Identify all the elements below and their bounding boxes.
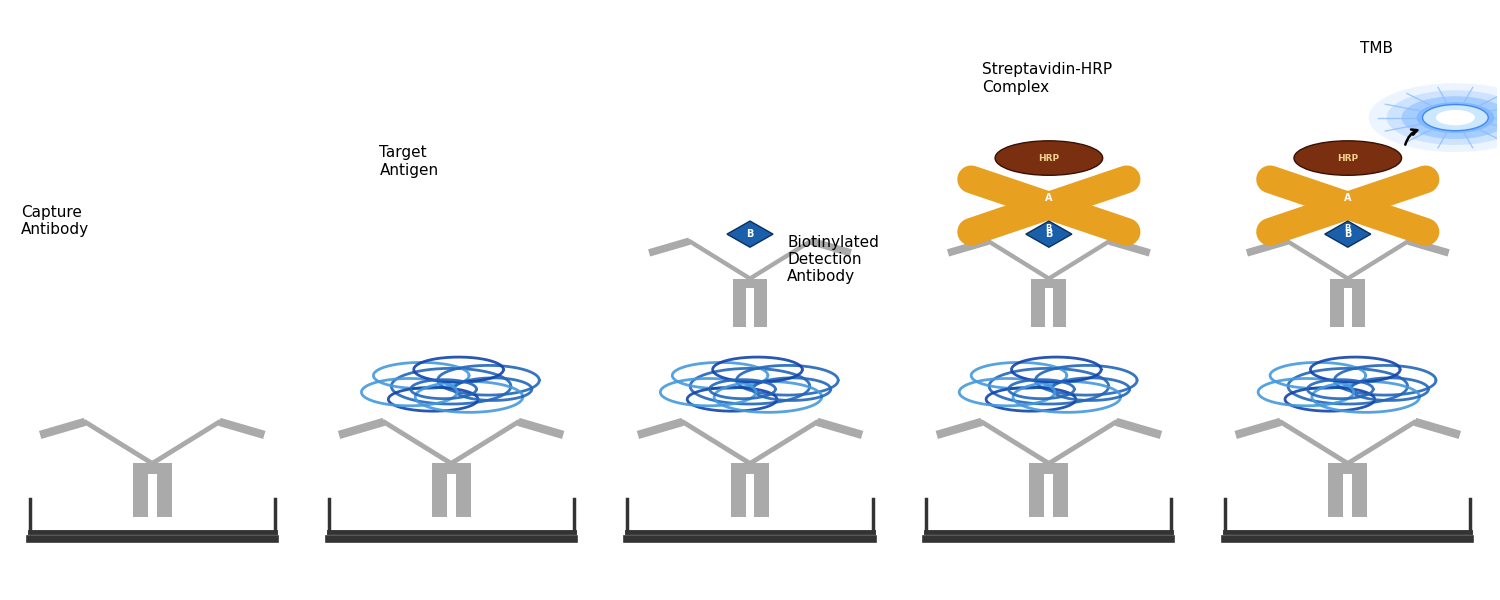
Text: B: B [1344,224,1352,233]
Polygon shape [1026,221,1072,247]
Text: Biotinylated
Detection
Antibody: Biotinylated Detection Antibody [788,235,879,284]
Circle shape [1386,90,1500,145]
Bar [456,472,471,517]
Bar [1330,278,1365,288]
Bar [732,278,768,288]
Circle shape [1368,83,1500,152]
Bar [754,287,768,327]
Text: TMB: TMB [1359,41,1392,56]
Text: B: B [747,229,753,239]
Bar [156,472,171,517]
Bar [730,472,746,517]
Bar [1053,472,1068,517]
Ellipse shape [1294,141,1401,175]
Circle shape [1436,110,1474,125]
Text: Target
Antigen: Target Antigen [380,145,438,178]
Text: B: B [1046,224,1052,233]
Polygon shape [728,221,772,247]
Bar [732,287,746,327]
Circle shape [1422,104,1488,131]
Circle shape [1416,102,1494,133]
Bar [134,463,171,474]
Bar [754,472,770,517]
Bar [1353,472,1366,517]
Bar [432,472,447,517]
Ellipse shape [994,141,1102,175]
Text: B: B [1046,229,1053,239]
Text: HRP: HRP [1336,154,1359,163]
Bar [730,463,770,474]
Bar [1330,287,1344,327]
Text: Streptavidin-HRP
Complex: Streptavidin-HRP Complex [981,62,1112,95]
Text: A: A [1344,193,1352,203]
Text: Capture
Antibody: Capture Antibody [21,205,88,237]
Bar [1032,278,1066,288]
Polygon shape [1324,221,1371,247]
Bar [1352,287,1365,327]
Bar [1029,463,1068,474]
Bar [1053,287,1066,327]
Text: HRP: HRP [1038,154,1059,163]
Bar [1329,472,1344,517]
Circle shape [1401,96,1500,139]
Bar [134,472,147,517]
Bar [1032,287,1046,327]
Text: A: A [1046,193,1053,203]
Bar [432,463,471,474]
Bar [1029,472,1044,517]
Text: B: B [1344,229,1352,239]
Bar [1329,463,1366,474]
